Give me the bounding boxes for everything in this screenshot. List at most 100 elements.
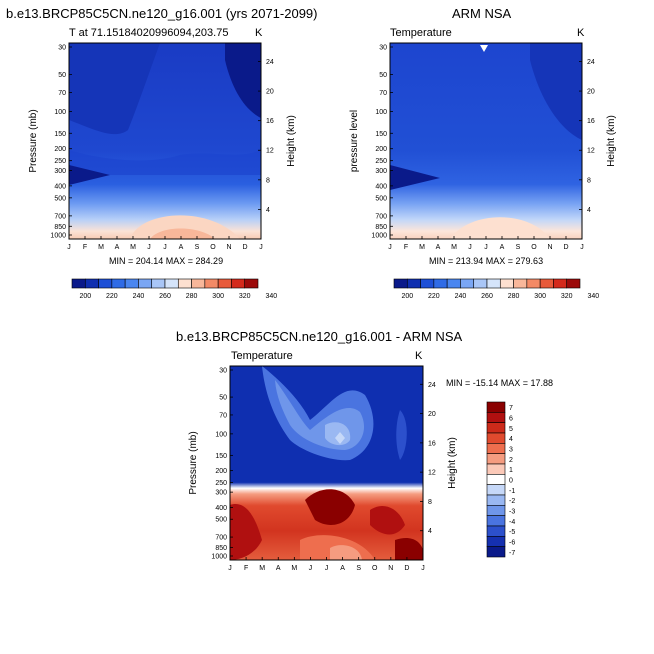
panel3-colorbar-swatch: [486, 422, 506, 434]
panel3-red-right: [370, 505, 405, 535]
panel1-xtick-label: J: [163, 244, 167, 251]
panel2-ytick-label: 50: [379, 72, 387, 79]
panel3-xtick-label: J: [421, 565, 425, 572]
panel3-colorbar-swatch: [486, 546, 506, 558]
panel3-colorbar-label: 6: [509, 416, 513, 423]
panel2-colorbar-swatch: [486, 278, 501, 289]
panel1-tropopause-band: [69, 150, 261, 175]
panel1-ytick-label: 1000: [50, 233, 66, 240]
panel3-ytick-label: 250: [215, 480, 227, 487]
panel1-unit-label: K: [255, 27, 263, 39]
panel1-ytick-right-label: 12: [266, 148, 274, 155]
panel3: [229, 365, 424, 561]
panel1-ytick-right-label: 8: [266, 177, 270, 184]
panel3-ytick-label: 100: [215, 431, 227, 438]
panel3-colorbar-label: -4: [509, 519, 515, 526]
panel2-xtick-label: J: [388, 244, 392, 251]
panel1-ytick-label: 200: [54, 146, 66, 153]
panel2-xtick-label: A: [500, 244, 505, 251]
panel1-colorbar-label: 280: [186, 293, 198, 300]
panel1-ylabel-right: Height (km): [286, 115, 297, 167]
panel3-colorbar-swatch: [486, 443, 506, 454]
panel1-colorbar-label: 320: [239, 293, 251, 300]
panel2: [389, 42, 583, 240]
panel2-ytick-label: 500: [375, 195, 387, 202]
panel2-colorbar-swatch: [553, 278, 568, 289]
panel2-xtick-label: J: [580, 244, 584, 251]
panel2-ytick-label: 70: [379, 90, 387, 97]
panel2-colorbar-swatch: [406, 278, 421, 289]
panel3-colorbar-swatch: [486, 453, 506, 465]
panel2-unit-label: K: [577, 27, 585, 39]
panel1-xtick-label: S: [195, 244, 200, 251]
panel1: [68, 42, 262, 240]
panel1-ytick-right-label: 20: [266, 89, 274, 96]
panel1-colorbar-swatch: [71, 278, 86, 289]
panel2-colorbar-swatch: [393, 278, 408, 289]
panel3-xtick-label: J: [228, 565, 232, 572]
panel2-ytick-label: 30: [379, 45, 387, 52]
panel1-xtick-label: O: [210, 244, 216, 251]
panel2-colorbar-label: 200: [401, 293, 413, 300]
panel3-colorbar-label: -7: [509, 550, 515, 557]
panel2-colorbar-label: 220: [428, 293, 440, 300]
panel1-ytick-label: 300: [54, 168, 66, 175]
panel1-ylabel: Pressure (mb): [28, 109, 39, 172]
panel3-ytick-label: 700: [215, 535, 227, 542]
panel1-xtick-label: J: [147, 244, 151, 251]
panel3-xtick-label: M: [259, 565, 265, 572]
panel2-colorbar-swatch: [433, 278, 448, 289]
panel2-ytick-label: 150: [375, 131, 387, 138]
ticks-layer: J F M A M J J A S O N D J305070100150200250300400500…: [50, 45, 594, 573]
panel3-colorbar-swatch: [486, 505, 506, 516]
panel2-colorbar-swatch: [526, 278, 541, 289]
panel2-colorbar-label: 320: [561, 293, 573, 300]
panel1-colorbar-label: 220: [106, 293, 118, 300]
panel1-colorbar-label: 200: [79, 293, 91, 300]
panel3-xtick-label: S: [356, 565, 361, 572]
panel3-colorbar-swatch: [486, 463, 506, 475]
panel1-ytick-right-label: 4: [266, 207, 270, 214]
panel3-stats: MIN = -15.14 MAX = 17.88: [446, 378, 554, 388]
panel1-xtick-label: N: [226, 244, 231, 251]
panel3-colorbar-label: 0: [509, 478, 513, 485]
panel2-white-notch: [480, 45, 488, 52]
panel1-cold-top-left: [69, 43, 160, 135]
panel2-colorbar-label: 240: [455, 293, 467, 300]
panel3-ylabel-right: Height (km): [447, 437, 458, 489]
panel3-xtick-label: M: [291, 565, 297, 572]
panel1-left-label: T at 71.15184020996094,203.75: [69, 27, 229, 39]
panel1-colorbar-label: 300: [212, 293, 224, 300]
panel3-blob-inner: [325, 422, 351, 446]
panel3-colorbar-label: 5: [509, 426, 513, 433]
panel2-warm-bulge: [450, 217, 550, 239]
panel2-colorbar-swatch: [499, 278, 514, 289]
panel2-cold-pocket: [390, 165, 440, 190]
panel1-ytick-label: 150: [54, 131, 66, 138]
panel1-ytick-right-label: 16: [266, 118, 274, 125]
panel2-ytick-right-label: 4: [587, 207, 591, 214]
panel1-stats: MIN = 204.14 MAX = 284.29: [109, 256, 224, 266]
panel1-colorbar-swatch: [84, 278, 99, 289]
panel2-colorbar-swatch: [460, 278, 475, 289]
panel2-xtick-label: F: [404, 244, 408, 251]
panel2-ytick-right-label: 8: [587, 177, 591, 184]
panel2-colorbar-swatch: [420, 278, 435, 289]
panel3-xtick-label: J: [325, 565, 329, 572]
panel3-colorbar-swatch: [486, 401, 506, 413]
panel1-colorbar-swatch: [98, 278, 113, 289]
panel2-ytick-right-label: 12: [587, 148, 595, 155]
panel2-xtick-label: S: [516, 244, 521, 251]
panel3-ytick-label: 500: [215, 517, 227, 524]
panel1-colorbar-swatch: [151, 278, 166, 289]
panel3-xtick-label: F: [244, 565, 248, 572]
panel3-colorbar-label: 2: [509, 457, 513, 464]
colorbars-layer: 200 220 240 260 280 300 320 340 200 220 240 260 280 3…: [71, 278, 599, 558]
panel3-colorbar-swatch: [486, 525, 506, 537]
panel3-left-label: Temperature: [231, 350, 293, 362]
panel3-xtick-label: D: [404, 565, 409, 572]
panel3-xtick-label: A: [340, 565, 345, 572]
panel2-xtick-label: D: [563, 244, 568, 251]
panel1-colorbar-label: 240: [133, 293, 145, 300]
panel3-ytick-right-label: 20: [428, 411, 436, 418]
